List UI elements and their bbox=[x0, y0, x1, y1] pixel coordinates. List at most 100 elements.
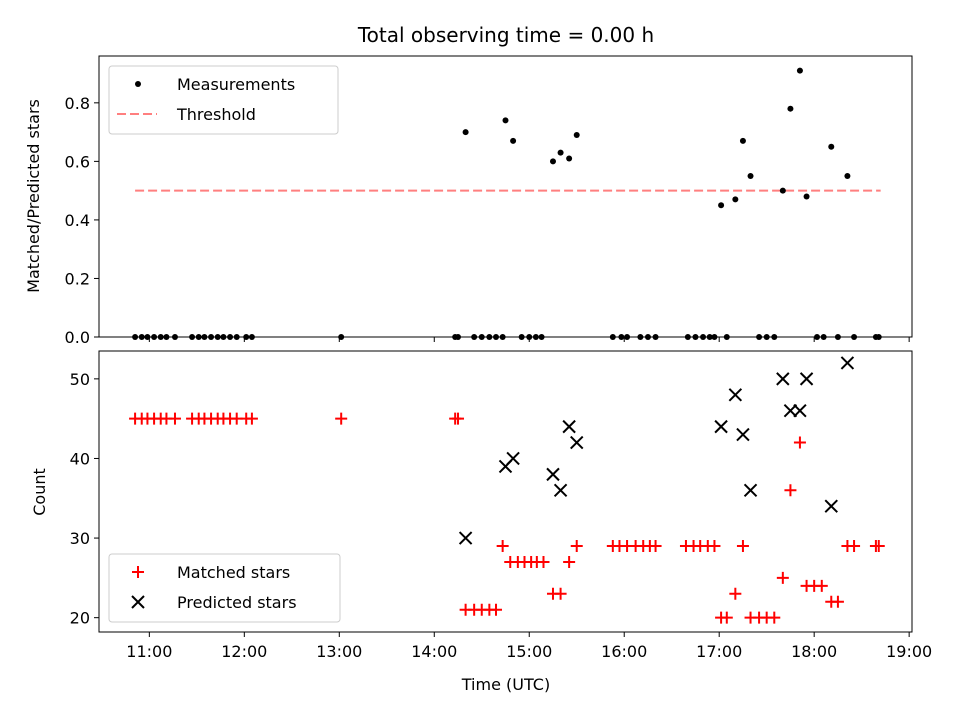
bottom-panel: 20 30 40 50 11:00 12:00 13:00 14:00 15:00 16:00 17… bbox=[70, 350, 932, 661]
measurement-point bbox=[851, 334, 858, 340]
top-y-tick-label: 0.6 bbox=[65, 152, 90, 171]
predicted-star-point bbox=[743, 483, 758, 498]
predicted-star-point bbox=[776, 372, 790, 386]
measurement-point bbox=[493, 334, 500, 340]
measurement-point bbox=[518, 334, 525, 340]
predicted-star-point bbox=[570, 435, 584, 450]
matched-star-point bbox=[872, 540, 885, 553]
x-tick-label: 13:00 bbox=[316, 642, 362, 661]
x-tick-label: 11:00 bbox=[126, 642, 172, 661]
bottom-y-tick-label: 40 bbox=[70, 449, 90, 468]
legend-matched-marker bbox=[132, 566, 144, 578]
predicted-star-point bbox=[783, 403, 798, 418]
legend-measurements-marker bbox=[135, 81, 141, 87]
measurement-point bbox=[747, 173, 754, 180]
measurement-point bbox=[820, 334, 827, 340]
measurement-point bbox=[814, 334, 821, 340]
predicted-star-point bbox=[728, 388, 743, 402]
measurement-point bbox=[338, 334, 345, 340]
measurement-point bbox=[144, 334, 151, 340]
measurement-point bbox=[834, 334, 841, 340]
measurement-point bbox=[637, 334, 644, 340]
x-axis-label: Time (UTC) bbox=[461, 675, 550, 694]
measurement-point bbox=[478, 334, 485, 340]
measurement-point bbox=[214, 334, 221, 340]
measurement-point bbox=[644, 334, 651, 340]
x-tick-label: 12:00 bbox=[221, 642, 267, 661]
measurement-point bbox=[243, 334, 250, 340]
x-tick-label: 19:00 bbox=[886, 642, 932, 661]
bottom-y-axis-label: Count bbox=[30, 468, 49, 516]
measurement-point bbox=[739, 137, 746, 144]
top-y-tick-label: 0.0 bbox=[65, 328, 90, 347]
measurement-point bbox=[803, 193, 810, 200]
matched-star-point bbox=[570, 540, 583, 553]
matched-star-point bbox=[496, 540, 509, 553]
matched-star-point bbox=[831, 595, 844, 608]
measurement-point bbox=[771, 334, 778, 340]
measurement-point bbox=[132, 334, 139, 340]
predicted-star-point bbox=[824, 499, 838, 513]
measurement-point bbox=[609, 334, 616, 340]
x-tick-label: 18:00 bbox=[791, 642, 837, 661]
measurement-point bbox=[163, 334, 170, 340]
bottom-y-tick-label: 20 bbox=[70, 609, 90, 628]
measurement-point bbox=[796, 67, 803, 74]
legend-label: Matched stars bbox=[177, 563, 290, 582]
measurement-point bbox=[486, 334, 493, 340]
measurement-point bbox=[499, 334, 506, 340]
measurement-point bbox=[549, 158, 556, 165]
measurement-point bbox=[652, 334, 659, 340]
measurement-point bbox=[618, 334, 625, 340]
predicted-star-point bbox=[736, 427, 750, 442]
measurement-point bbox=[471, 334, 478, 340]
measurement-point bbox=[189, 334, 196, 340]
measurement-point bbox=[573, 132, 580, 139]
predicted-star-point bbox=[458, 531, 473, 545]
x-tick-label: 14:00 bbox=[411, 642, 457, 661]
measurement-point bbox=[455, 334, 462, 340]
measurement-point bbox=[756, 334, 763, 340]
legend-label: Threshold bbox=[176, 105, 256, 124]
measurement-point bbox=[828, 143, 835, 150]
measurement-point bbox=[220, 334, 227, 340]
top-y-tick-label: 0.8 bbox=[65, 94, 90, 113]
measurement-point bbox=[787, 105, 794, 112]
matched-star-point bbox=[452, 412, 465, 425]
matched-star-point bbox=[736, 540, 749, 553]
predicted-star-point bbox=[714, 419, 728, 434]
top-y-tick-label: 0.4 bbox=[65, 211, 90, 230]
matched-star-point bbox=[793, 436, 806, 449]
matched-star-point bbox=[537, 555, 550, 568]
measurement-point bbox=[195, 334, 202, 340]
measurement-point bbox=[711, 334, 718, 340]
measurement-point bbox=[248, 334, 255, 340]
measurement-point bbox=[875, 334, 882, 340]
measurement-point bbox=[684, 334, 691, 340]
matched-star-point bbox=[554, 587, 567, 600]
matched-star-point bbox=[245, 412, 258, 425]
measurement-point bbox=[233, 334, 240, 340]
top-panel: 0.0 0.2 0.4 0.6 0.8 Measurements Threshold bbox=[65, 55, 913, 347]
measurement-point bbox=[557, 149, 564, 156]
measurement-point bbox=[566, 155, 573, 162]
x-tick-label: 17:00 bbox=[696, 642, 742, 661]
matched-star-point bbox=[168, 412, 181, 425]
measurement-point bbox=[227, 334, 234, 340]
measurement-point bbox=[779, 187, 786, 194]
predicted-star-point bbox=[506, 451, 520, 466]
matched-star-point bbox=[784, 484, 797, 497]
bottom-legend bbox=[108, 553, 341, 623]
matched-star-point bbox=[649, 540, 662, 553]
measurement-point bbox=[700, 334, 707, 340]
matched-star-point bbox=[776, 571, 789, 584]
matched-star-point bbox=[848, 540, 861, 553]
measurement-point bbox=[763, 334, 770, 340]
measurement-point bbox=[706, 334, 713, 340]
matched-star-point bbox=[563, 555, 576, 568]
measurement-point bbox=[510, 137, 517, 144]
measurement-point bbox=[502, 117, 509, 124]
measurement-point bbox=[157, 334, 164, 340]
measurement-point bbox=[208, 334, 215, 340]
legend-label: Measurements bbox=[177, 75, 295, 94]
